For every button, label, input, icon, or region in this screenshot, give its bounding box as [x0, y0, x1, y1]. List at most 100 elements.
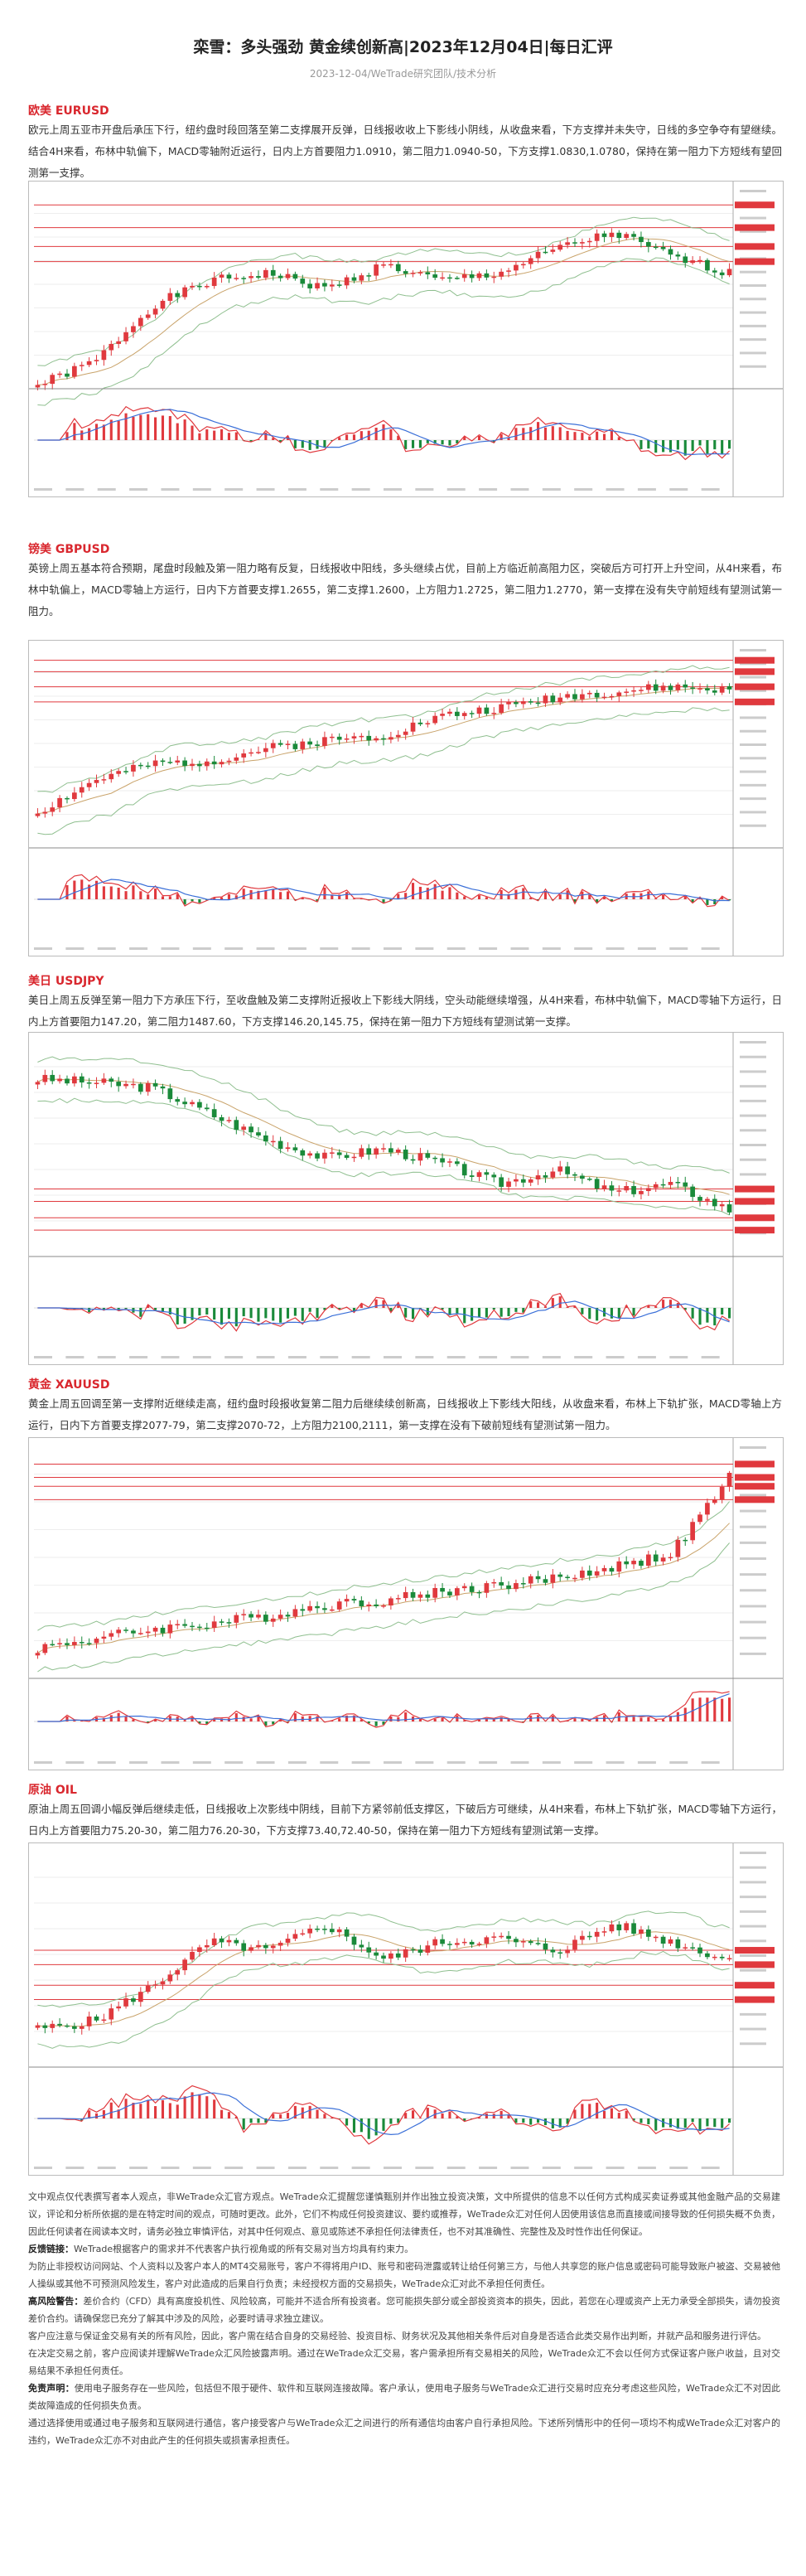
candle-body — [211, 1621, 217, 1629]
time-axis-tick — [129, 1356, 148, 1358]
candle-body — [292, 743, 298, 749]
candle-body — [550, 1574, 556, 1583]
candle-body — [241, 1614, 247, 1615]
candle-body — [131, 326, 136, 332]
candle-body — [528, 701, 533, 703]
candle-body — [726, 1958, 732, 1960]
candle-body — [65, 1643, 70, 1645]
candle-body — [72, 792, 77, 800]
candle-body — [359, 1600, 364, 1607]
candle-body — [683, 1947, 688, 1949]
candle-body — [454, 278, 460, 279]
candle-body — [469, 274, 475, 278]
candle-body — [712, 1499, 717, 1503]
time-axis-tick — [415, 947, 434, 950]
candle-body — [366, 735, 372, 741]
price-axis-tick — [740, 338, 766, 341]
level-tag — [735, 1483, 775, 1490]
candle-body — [226, 274, 232, 279]
band-middle — [37, 238, 730, 385]
level-tag — [735, 1474, 775, 1481]
time-axis-tick — [574, 488, 593, 491]
time-axis-tick — [637, 1356, 656, 1358]
macd-line — [37, 874, 730, 908]
time-axis-tick — [320, 1761, 339, 1764]
price-axis-tick — [740, 230, 766, 233]
candle-body — [432, 1939, 438, 1946]
candle-body — [109, 1633, 114, 1637]
candle-body — [528, 1576, 533, 1584]
time-axis-tick — [320, 947, 339, 950]
section-text-oil: 原油上周五回调小幅反弹后继续走低，日线报收上次影线中阴线，目前下方紧邻前低支撑区… — [28, 1803, 782, 1837]
candle-body — [484, 707, 490, 714]
candle-body — [79, 1642, 84, 1644]
candle-body — [491, 713, 497, 714]
price-axis-tick — [740, 351, 766, 355]
candle-body — [499, 1581, 504, 1586]
candle-body — [624, 1185, 630, 1191]
candle-body — [211, 1109, 217, 1117]
time-axis-tick — [192, 947, 211, 950]
time-axis-tick — [287, 947, 306, 950]
candle-body — [601, 1567, 607, 1571]
candle-body — [668, 249, 673, 255]
candle-body — [249, 276, 253, 278]
candle-body — [726, 685, 732, 690]
chart-xauusd-image — [29, 1438, 783, 1770]
candle-body — [204, 1944, 210, 1948]
candle-body — [389, 1148, 393, 1153]
candle-body — [300, 1933, 306, 1935]
candle-body — [315, 1928, 320, 1930]
candle-body — [528, 258, 533, 264]
time-axis-tick — [224, 488, 244, 491]
candle-body — [234, 278, 239, 279]
candle-body — [241, 753, 247, 758]
price-axis-tick — [740, 1099, 766, 1102]
candle-body — [601, 233, 607, 237]
candle-body — [550, 249, 556, 252]
level-tag — [735, 201, 775, 209]
disclaimer-para: 文中观点仅代表撰写者本人观点，非WeTrade众汇官方观点。WeTrade众汇提… — [28, 2191, 780, 2237]
disclaimer-para: 为防止非授权访问网站、个人资料以及客户本人的MT4交易账号，客户不得将用户ID、… — [28, 2261, 780, 2289]
candle-body — [86, 1643, 92, 1644]
time-axis-tick — [224, 2167, 244, 2169]
time-axis-tick — [415, 2167, 434, 2169]
candle-body — [131, 1083, 136, 1086]
candle-body — [65, 2025, 70, 2027]
candle-body — [72, 1642, 77, 1645]
band-middle — [37, 1931, 730, 2027]
candle-body — [461, 274, 467, 278]
price-axis-tick — [740, 324, 766, 327]
candle-body — [366, 275, 372, 277]
candle-body — [366, 1947, 372, 1953]
candle-body — [278, 1942, 283, 1946]
candle-body — [705, 1198, 710, 1201]
candle-body — [653, 1554, 659, 1562]
candle-body — [249, 1126, 253, 1133]
candle-body — [285, 1615, 291, 1617]
candle-body — [35, 813, 41, 816]
chart-oil-image — [29, 1843, 783, 2175]
candle-body — [35, 2025, 41, 2028]
candle-body — [344, 1599, 350, 1602]
candle-body — [543, 251, 548, 254]
candle-body — [116, 2006, 122, 2009]
price-axis-tick — [740, 675, 766, 679]
candle-body — [506, 1585, 511, 1590]
candle-body — [123, 332, 128, 341]
candle-body — [322, 737, 327, 747]
candle-body — [329, 1152, 335, 1154]
candle-body — [565, 1166, 570, 1174]
candle-body — [550, 1949, 556, 1953]
candle-body — [586, 1935, 592, 1938]
price-axis-tick — [740, 1968, 766, 1972]
candle-body — [425, 723, 431, 724]
candle-body — [359, 275, 364, 281]
candle-body — [403, 1949, 408, 1958]
candle-body — [609, 1567, 615, 1572]
time-axis-tick — [34, 1761, 52, 1764]
section-text-gbpusd: 英镑上周五基本符合预期，尾盘时段触及第一阻力略有反复，日线报收中阳线，多头继续占… — [28, 562, 782, 617]
candle-body — [514, 264, 519, 271]
candle-body — [719, 685, 725, 693]
candle-body — [285, 1939, 291, 1943]
